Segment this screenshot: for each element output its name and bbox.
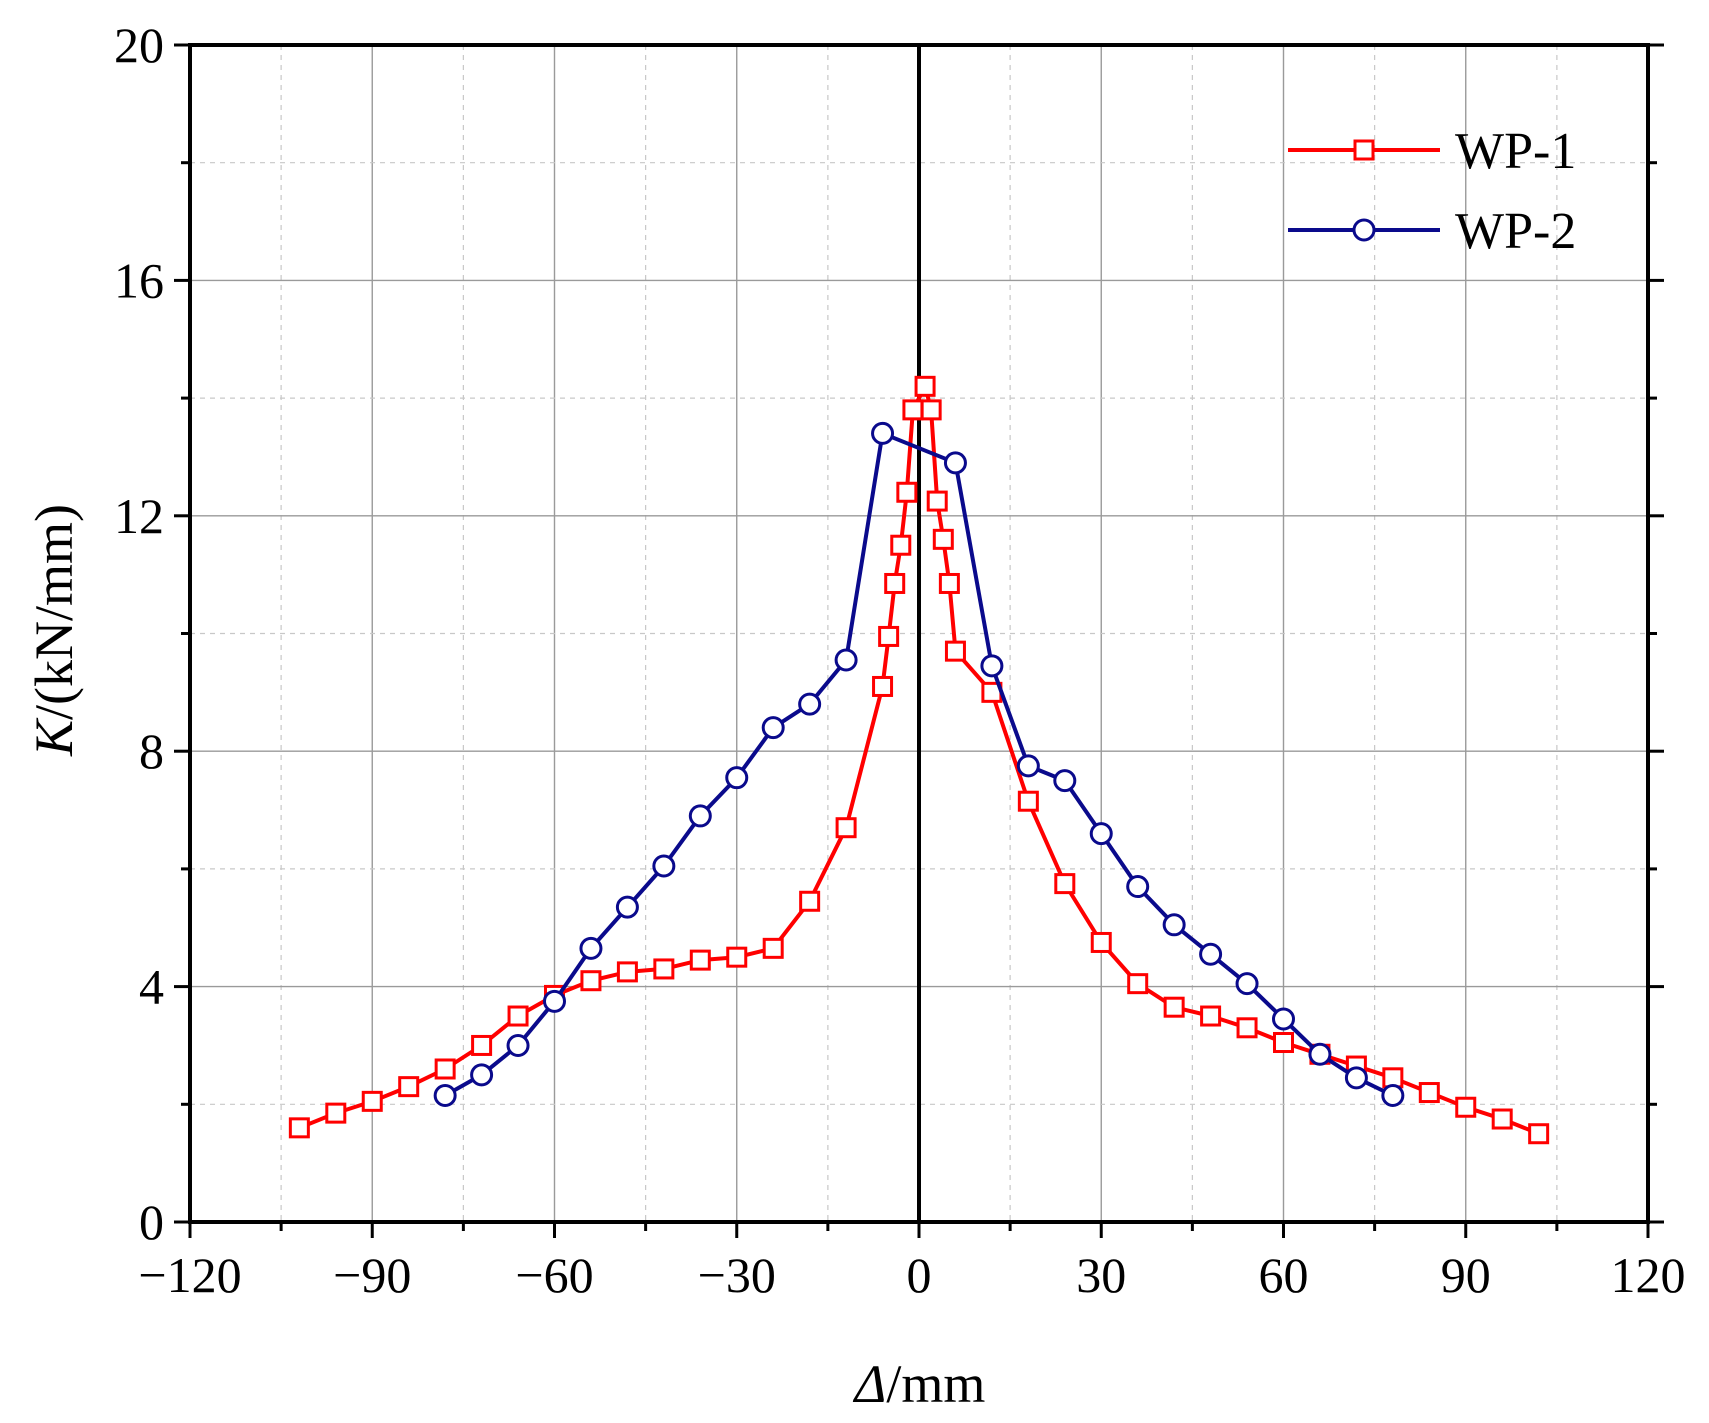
data-point-wp-2 — [470, 1063, 494, 1087]
data-point-wp-1 — [726, 946, 748, 968]
data-point-wp-1 — [884, 572, 906, 594]
data-point-wp-1 — [1236, 1017, 1258, 1039]
x-axis-title: Δ/mm — [853, 1354, 986, 1414]
data-point-wp-1 — [799, 890, 821, 912]
legend-marker-wp-1 — [1353, 139, 1375, 161]
x-tick-label: 60 — [1259, 1247, 1309, 1303]
data-point-wp-2 — [579, 936, 603, 960]
data-point-wp-1 — [325, 1102, 347, 1124]
x-axis-symbol: Δ — [853, 1354, 887, 1414]
data-point-wp-2 — [543, 989, 566, 1013]
data-point-wp-1 — [434, 1058, 456, 1080]
data-point-wp-1 — [398, 1076, 420, 1098]
legend-label-wp-1: WP-1 — [1455, 123, 1576, 180]
data-point-wp-2 — [725, 766, 749, 790]
y-axis-unit: /(kN/mm) — [24, 504, 84, 720]
data-point-wp-1 — [689, 949, 711, 971]
x-tick-label: 30 — [1076, 1247, 1126, 1303]
x-tick-label: 90 — [1441, 1247, 1491, 1303]
legend-label-wp-2: WP-2 — [1455, 203, 1576, 260]
data-point-wp-1 — [1054, 873, 1076, 895]
data-point-wp-2 — [652, 854, 676, 878]
data-point-wp-1 — [616, 961, 638, 983]
legend: WP-1 WP-2 — [1288, 123, 1576, 260]
ticks — [174, 43, 1664, 1238]
data-point-wp-2 — [1308, 1042, 1332, 1066]
data-point-wp-1 — [580, 970, 602, 992]
data-point-wp-2 — [1162, 913, 1186, 937]
legend-entry-wp-2: WP-2 — [1288, 203, 1576, 260]
data-point-wp-2 — [433, 1083, 457, 1107]
x-tick-label: −120 — [138, 1247, 241, 1303]
legend-marker-wp-2 — [1352, 218, 1376, 242]
data-point-wp-1 — [471, 1034, 493, 1056]
y-tick-label: 0 — [139, 1194, 164, 1250]
data-point-wp-2 — [1272, 1007, 1295, 1031]
data-point-wp-2 — [615, 895, 639, 919]
legend-entry-wp-1: WP-1 — [1288, 123, 1576, 180]
data-point-wp-1 — [1090, 931, 1112, 953]
data-point-wp-1 — [361, 1090, 383, 1112]
y-tick-label: 20 — [114, 17, 164, 73]
data-point-wp-1 — [1273, 1032, 1294, 1054]
data-point-wp-1 — [653, 958, 675, 980]
x-tick-label: −90 — [333, 1247, 411, 1303]
x-tick-label: 0 — [907, 1247, 932, 1303]
y-tick-label: 16 — [114, 252, 164, 308]
data-point-wp-1 — [920, 399, 942, 421]
data-point-wp-1 — [878, 625, 900, 647]
data-point-wp-1 — [762, 937, 784, 959]
data-point-wp-2 — [761, 716, 785, 740]
data-point-wp-1 — [1491, 1108, 1513, 1130]
data-point-wp-2 — [1016, 754, 1040, 778]
data-point-wp-1 — [932, 528, 954, 550]
x-tick-label: −30 — [698, 1247, 776, 1303]
data-point-wp-1 — [1163, 996, 1185, 1018]
data-point-wp-1 — [902, 399, 924, 421]
y-tick-label: 4 — [139, 959, 164, 1015]
data-point-wp-2 — [1199, 942, 1223, 966]
data-point-wp-2 — [688, 804, 712, 828]
x-tick-label: −60 — [515, 1247, 593, 1303]
y-axis-symbol: K — [24, 717, 84, 757]
y-tick-label: 8 — [139, 723, 164, 779]
data-point-wp-2 — [506, 1033, 530, 1057]
tick-labels: −120 −90 −60 −30 0 30 60 90 120 0 4 8 12 16 20 — [114, 17, 1686, 1303]
series-layer — [288, 375, 1550, 1145]
data-point-wp-2 — [1126, 875, 1150, 899]
y-tick-label: 12 — [114, 488, 164, 544]
data-point-wp-1 — [288, 1117, 310, 1139]
data-point-wp-1 — [835, 817, 857, 839]
data-point-wp-1 — [1528, 1123, 1550, 1145]
data-point-wp-2 — [871, 421, 895, 445]
data-point-wp-1 — [1455, 1096, 1477, 1118]
data-point-wp-1 — [896, 481, 918, 503]
data-point-wp-2 — [943, 451, 967, 475]
data-point-wp-2 — [1381, 1083, 1405, 1107]
data-point-wp-2 — [1053, 769, 1077, 793]
data-point-wp-1 — [944, 640, 966, 662]
data-point-wp-1 — [926, 490, 948, 512]
data-point-wp-1 — [507, 1005, 529, 1027]
x-axis-unit: /mm — [886, 1354, 985, 1414]
data-point-wp-1 — [938, 572, 960, 594]
data-point-wp-1 — [914, 375, 936, 397]
data-point-wp-1 — [1017, 790, 1039, 812]
data-point-wp-1 — [1200, 1005, 1222, 1027]
data-point-wp-1 — [1127, 973, 1149, 995]
data-point-wp-1 — [872, 675, 894, 697]
data-point-wp-1 — [890, 534, 912, 556]
data-point-wp-1 — [1418, 1082, 1440, 1104]
data-point-wp-2 — [798, 692, 822, 716]
x-tick-label: 120 — [1611, 1247, 1686, 1303]
data-point-wp-2 — [1344, 1066, 1368, 1090]
series-wp-2 — [433, 421, 1405, 1107]
data-point-wp-2 — [980, 654, 1004, 678]
y-axis-title: K/(kN/mm) — [24, 504, 84, 757]
data-point-wp-2 — [1235, 972, 1259, 996]
data-point-wp-2 — [1089, 822, 1113, 846]
data-point-wp-2 — [834, 648, 858, 672]
